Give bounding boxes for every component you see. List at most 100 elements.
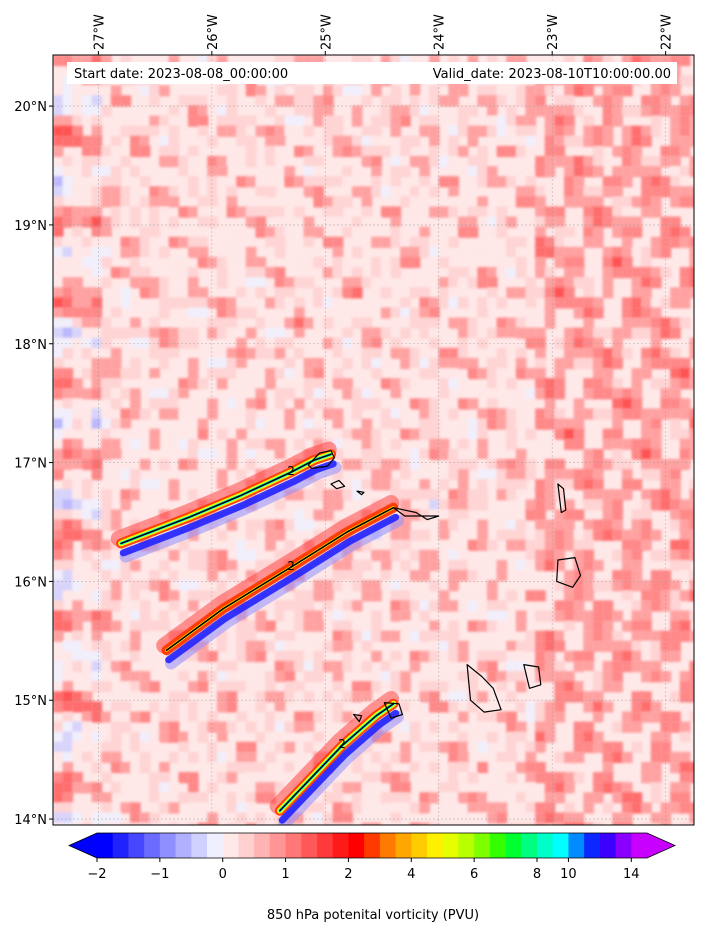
pv-field-cell [390, 317, 402, 329]
pv-field-cell [139, 671, 151, 683]
pv-field-cell [110, 287, 122, 299]
pv-field-cell [53, 499, 64, 511]
pv-field-cell [554, 85, 566, 97]
pv-field-cell [62, 156, 74, 168]
pv-field-cell [53, 620, 64, 632]
pv-field-cell [535, 509, 546, 521]
pv-field-cell [255, 671, 267, 683]
pv-field-cell [641, 277, 652, 289]
pv-field-cell [380, 751, 392, 763]
pv-field-cell [236, 751, 247, 763]
pv-field-cell [342, 257, 353, 269]
pv-field-cell [650, 792, 662, 804]
pv-field-cell [139, 226, 151, 238]
pv-field-cell [641, 529, 652, 541]
pv-field-cell [91, 347, 103, 359]
pv-field-cell [380, 681, 392, 693]
pv-field-cell [323, 580, 334, 592]
colorbar-tick-label: 1 [281, 867, 289, 882]
pv-field-cell [506, 671, 517, 683]
pv-field-cell [53, 55, 64, 67]
pv-field-cell [120, 459, 132, 471]
pv-field-cell [699, 247, 703, 258]
pv-field-cell [361, 398, 373, 410]
pv-field-cell [62, 438, 74, 450]
pv-field-cell [313, 590, 324, 602]
pv-field-cell [101, 610, 112, 622]
pv-field-cell [593, 489, 604, 501]
pv-field-cell [631, 297, 643, 309]
pv-field-cell [477, 661, 488, 673]
pv-field-cell [679, 75, 691, 87]
pv-field-cell [130, 368, 141, 380]
pv-field-cell [197, 590, 209, 602]
pv-field-cell [101, 640, 112, 652]
pv-field-cell [226, 307, 238, 319]
pv-field-cell [110, 145, 122, 157]
pv-field-cell [622, 267, 633, 279]
pv-field-cell [400, 539, 411, 551]
pv-field-cell [496, 459, 508, 471]
pv-field-cell [53, 539, 64, 551]
filament-positive-halo [110, 441, 337, 547]
pv-field-cell [458, 206, 469, 218]
pv-field-cell [458, 549, 469, 561]
pv-field-cell [458, 570, 469, 582]
pv-field-cell [323, 509, 334, 521]
pv-field-cell [650, 105, 662, 117]
pv-field-cell [487, 277, 498, 289]
pv-field-cell [197, 196, 209, 208]
pv-field-cell [255, 701, 267, 713]
pv-field-cell [515, 236, 527, 248]
pv-field-cell [429, 297, 440, 309]
pv-field-cell [130, 762, 141, 774]
pv-field-cell [53, 610, 64, 622]
pv-field-cell [458, 358, 469, 370]
pv-field-cell [130, 580, 141, 592]
pv-field-cell [641, 802, 652, 814]
pv-field-cell [544, 499, 556, 511]
pv-field-cell [390, 257, 402, 269]
lon-tick-label: 24°W [433, 14, 448, 50]
pv-field-cell [641, 661, 652, 673]
pv-field-cell [400, 741, 411, 753]
pv-field-cell [81, 691, 93, 703]
pv-field-cell [274, 287, 286, 299]
pv-field-cell [149, 802, 160, 814]
pv-field-cell [400, 560, 411, 572]
pv-field-cell [91, 337, 103, 349]
pv-field-cell [544, 812, 556, 824]
pv-field-cell [226, 115, 238, 127]
pv-field-cell [342, 620, 353, 632]
pv-field-cell [602, 549, 614, 561]
pv-field-cell [313, 145, 324, 157]
pv-field-cell [612, 448, 623, 460]
pv-field-cell [467, 317, 479, 329]
pv-field-cell [188, 560, 199, 572]
pv-field-cell [390, 176, 402, 188]
pv-field-cell [91, 85, 103, 97]
pv-field-cell [72, 519, 83, 531]
pv-field-cell [149, 337, 160, 349]
pv-field-cell [593, 378, 604, 390]
pv-field-cell [101, 681, 112, 693]
pv-field-cell [245, 549, 257, 561]
pv-field-cell [631, 640, 643, 652]
pv-field-cell [265, 580, 276, 592]
pv-field-cell [612, 570, 623, 582]
pv-field-cell [323, 691, 334, 703]
pv-field-cell [650, 580, 662, 592]
pv-field-cell [679, 378, 691, 390]
pv-field-cell [168, 115, 180, 127]
pv-field-cell [487, 459, 498, 471]
pv-field-cell [245, 438, 257, 450]
island-boa-vista [556, 556, 582, 588]
pv-field-cell [313, 307, 324, 319]
pv-field-cell [265, 721, 276, 733]
pv-field-cell [467, 428, 479, 440]
pv-field-cell [53, 489, 64, 501]
pv-field-cell [188, 358, 199, 370]
pv-field-cell [650, 701, 662, 713]
pv-field-cell [245, 246, 257, 258]
pv-field-cell [120, 640, 132, 652]
